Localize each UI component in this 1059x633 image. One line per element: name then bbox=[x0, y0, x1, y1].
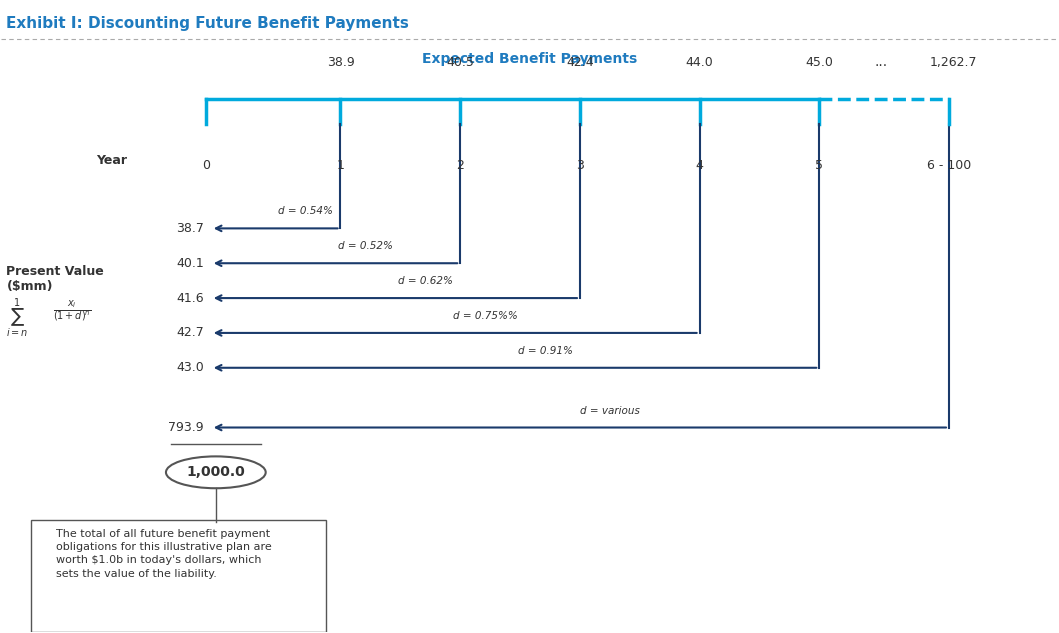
Text: 45.0: 45.0 bbox=[805, 56, 833, 69]
Text: 40.5: 40.5 bbox=[446, 56, 474, 69]
Text: 1,000.0: 1,000.0 bbox=[186, 465, 246, 479]
Text: Expected Benefit Payments: Expected Benefit Payments bbox=[423, 52, 638, 66]
Text: 5: 5 bbox=[815, 159, 823, 172]
Text: 44.0: 44.0 bbox=[685, 56, 714, 69]
Text: 1,262.7: 1,262.7 bbox=[930, 56, 977, 69]
Text: $\frac{x_i}{(1+d)^n}$: $\frac{x_i}{(1+d)^n}$ bbox=[53, 298, 92, 324]
Text: 6 - 100: 6 - 100 bbox=[927, 159, 971, 172]
Text: 0: 0 bbox=[202, 159, 210, 172]
Text: Present Value
($mm): Present Value ($mm) bbox=[6, 265, 104, 293]
Text: d = 0.62%: d = 0.62% bbox=[398, 276, 452, 286]
Text: 40.1: 40.1 bbox=[176, 257, 203, 270]
Text: d = various: d = various bbox=[580, 406, 640, 415]
Text: 2: 2 bbox=[456, 159, 464, 172]
Text: $\sum_{i=n}^{1}$: $\sum_{i=n}^{1}$ bbox=[6, 296, 29, 340]
Text: ...: ... bbox=[875, 55, 887, 69]
Text: Exhibit I: Discounting Future Benefit Payments: Exhibit I: Discounting Future Benefit Pa… bbox=[6, 16, 409, 31]
Text: 1: 1 bbox=[337, 159, 344, 172]
FancyBboxPatch shape bbox=[32, 520, 325, 632]
Text: d = 0.54%: d = 0.54% bbox=[279, 206, 333, 216]
Text: 4: 4 bbox=[696, 159, 703, 172]
Text: d = 0.91%: d = 0.91% bbox=[518, 346, 573, 356]
Text: 41.6: 41.6 bbox=[176, 292, 203, 304]
Text: 42.7: 42.7 bbox=[176, 327, 203, 339]
Text: d = 0.75%%: d = 0.75%% bbox=[453, 311, 518, 321]
Text: 38.7: 38.7 bbox=[176, 222, 203, 235]
Text: Year: Year bbox=[96, 154, 127, 166]
Text: 3: 3 bbox=[576, 159, 584, 172]
Text: d = 0.52%: d = 0.52% bbox=[338, 241, 393, 251]
Text: The total of all future benefit payment
obligations for this illustrative plan a: The total of all future benefit payment … bbox=[56, 529, 272, 579]
Text: 43.0: 43.0 bbox=[176, 361, 203, 374]
Text: 42.4: 42.4 bbox=[567, 56, 594, 69]
Text: 38.9: 38.9 bbox=[326, 56, 355, 69]
Text: 793.9: 793.9 bbox=[168, 421, 203, 434]
